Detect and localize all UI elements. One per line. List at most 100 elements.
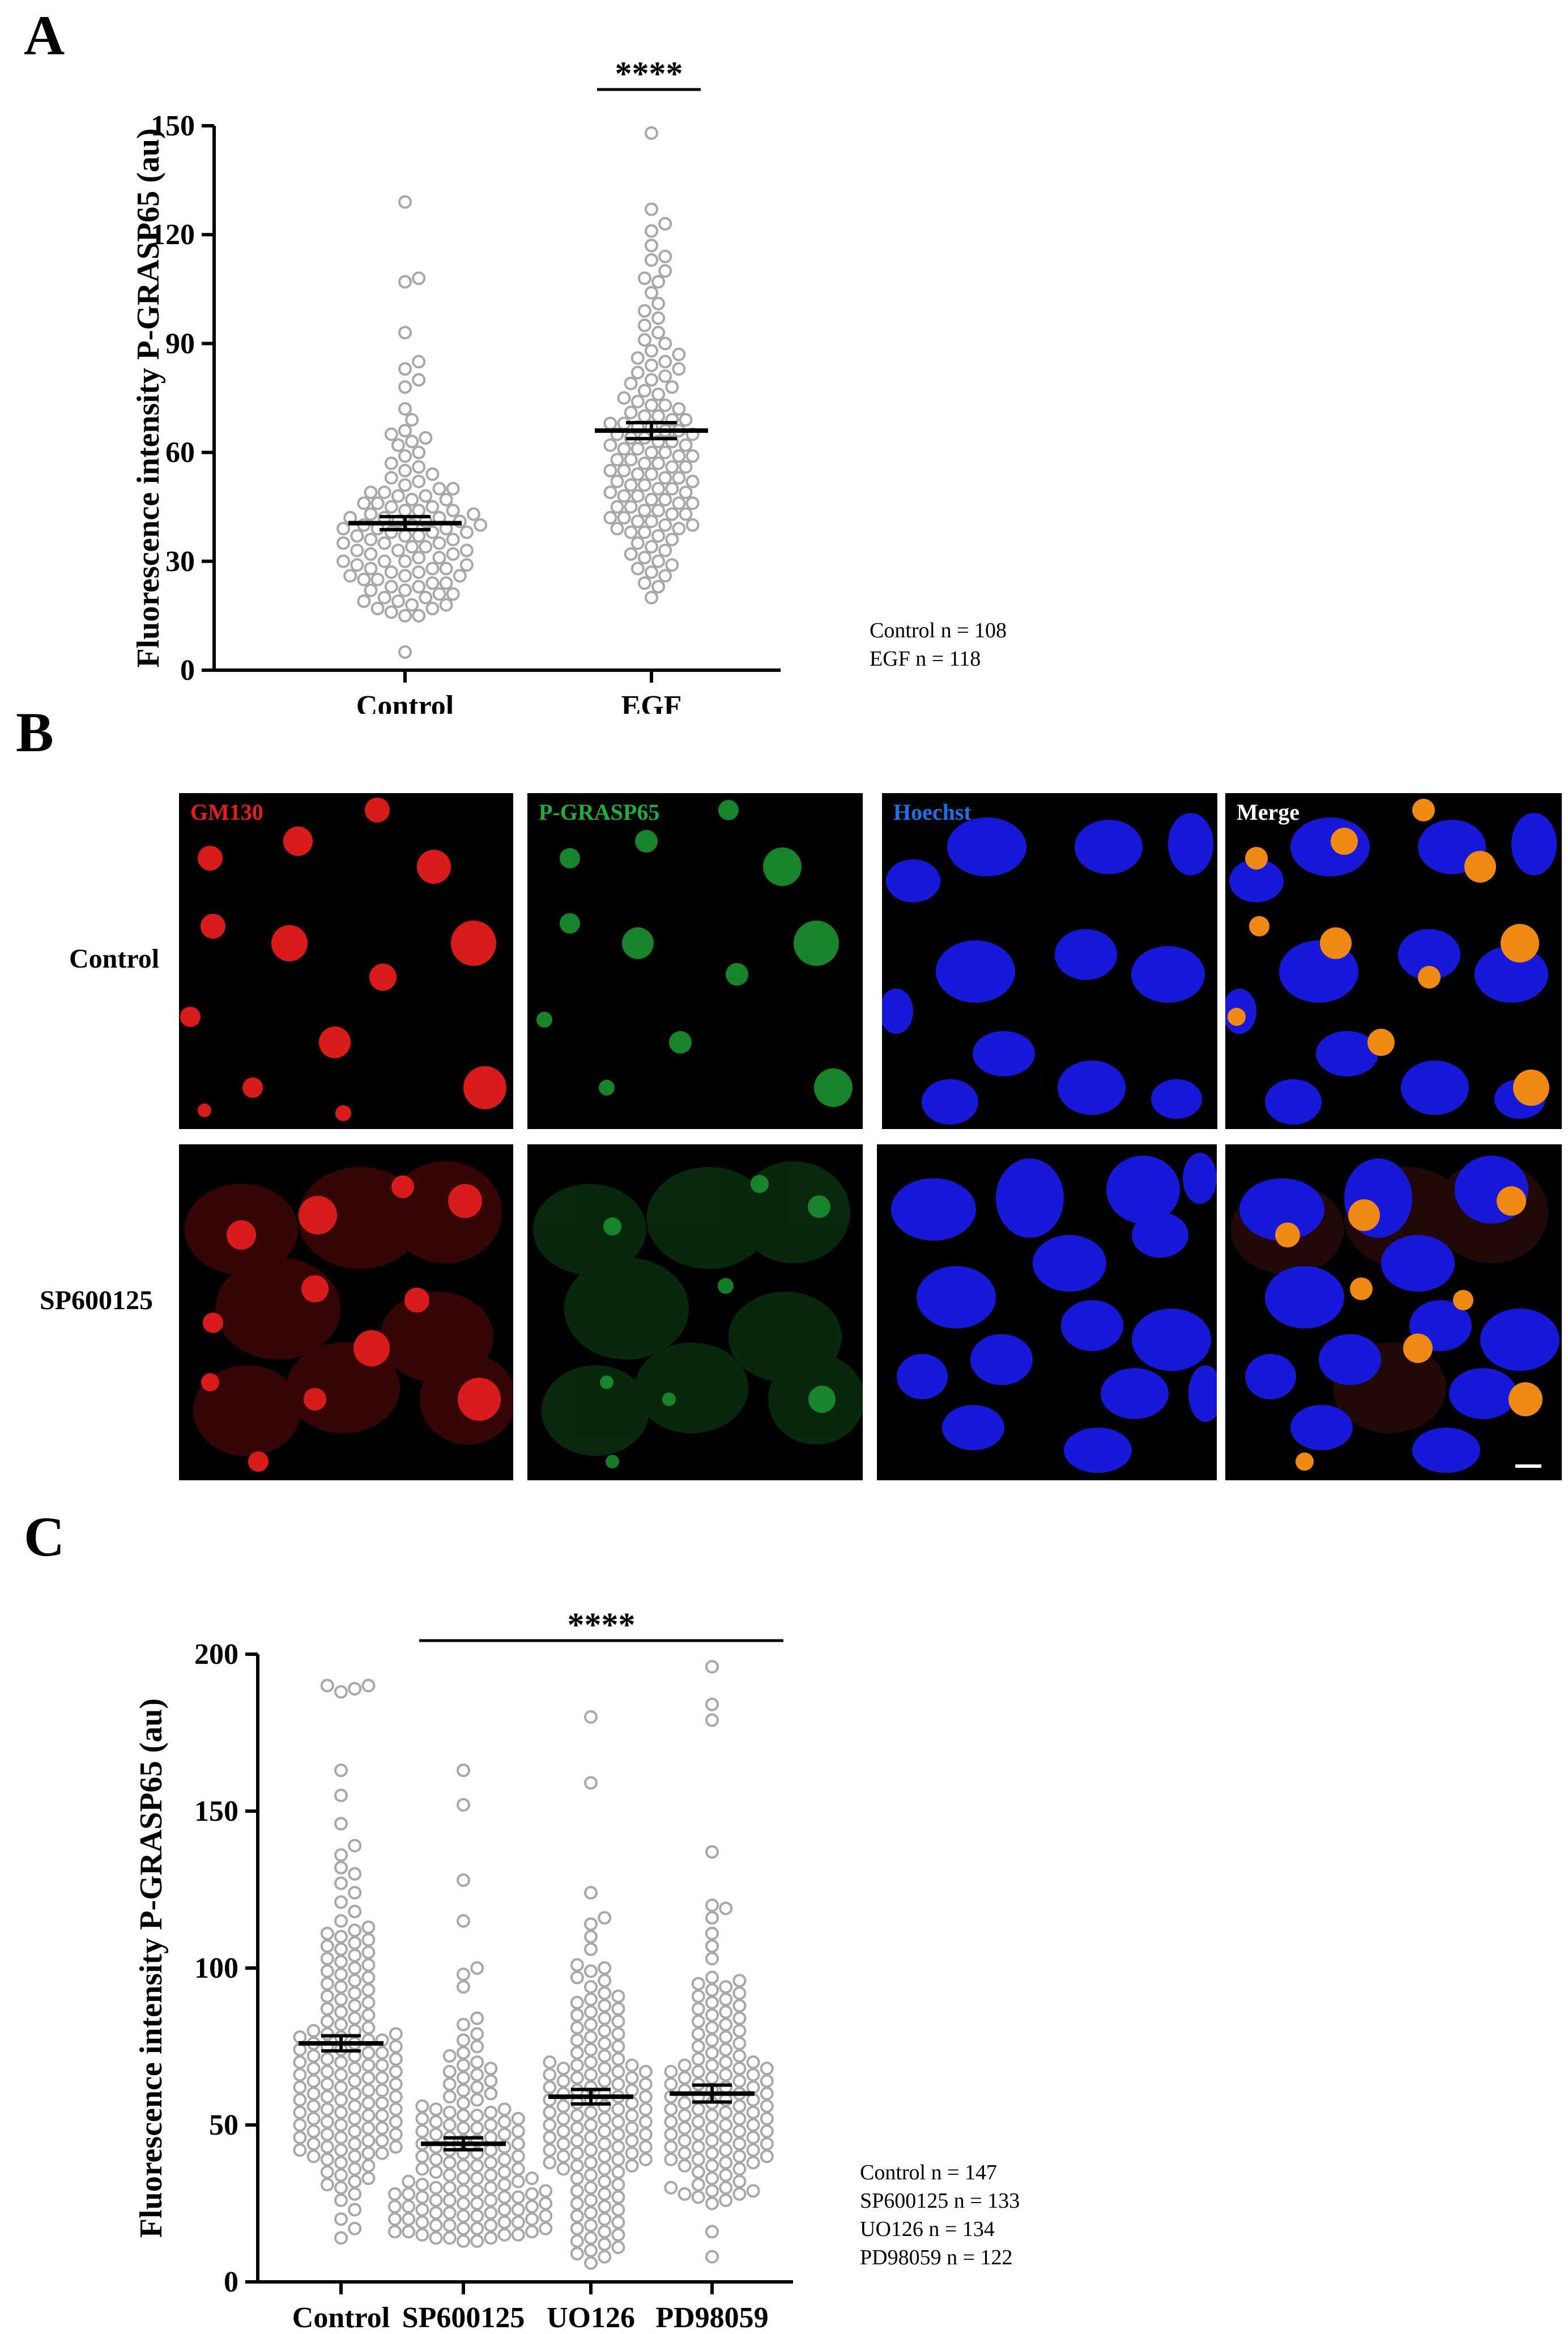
data-point	[691, 2052, 705, 2066]
data-point	[630, 442, 645, 456]
data-point	[611, 2215, 625, 2229]
data-point	[672, 471, 686, 485]
data-point	[361, 1920, 376, 1934]
data-point	[543, 2080, 557, 2094]
data-point	[610, 474, 624, 488]
data-point	[348, 1986, 362, 2000]
data-point	[570, 1995, 584, 2009]
data-point	[384, 525, 398, 539]
data-point	[617, 489, 631, 503]
data-point	[705, 2133, 719, 2148]
data-point	[457, 2209, 470, 2223]
data-point	[525, 2187, 539, 2201]
data-point	[405, 435, 419, 449]
data-point	[375, 2133, 389, 2148]
data-point	[306, 2086, 321, 2101]
data-point	[658, 445, 672, 459]
data-point	[598, 2200, 612, 2214]
data-point	[637, 409, 651, 423]
data-point	[570, 2146, 584, 2160]
column-label-gm130: GM130	[190, 799, 263, 825]
data-point	[377, 485, 391, 500]
data-point	[719, 2093, 733, 2107]
data-point	[389, 2077, 403, 2091]
data-point	[388, 2187, 402, 2201]
data-point	[334, 1992, 348, 2007]
data-point	[598, 2212, 612, 2226]
data-point	[584, 1886, 598, 1900]
data-point	[412, 355, 426, 369]
data-point	[658, 216, 672, 231]
data-point	[412, 271, 426, 286]
data-point	[511, 2203, 525, 2217]
data-point	[658, 398, 672, 412]
y-tick-label: 0	[180, 654, 195, 687]
data-point	[678, 2096, 692, 2110]
data-point	[470, 1961, 484, 1975]
data-point	[584, 2180, 598, 2195]
data-point	[415, 2203, 429, 2217]
data-point	[412, 445, 426, 459]
data-point	[570, 1970, 584, 1984]
data-point	[719, 1992, 733, 2007]
data-point	[664, 2127, 678, 2141]
data-point	[732, 2099, 747, 2113]
data-point	[320, 2102, 334, 2116]
data-point	[732, 2162, 747, 2176]
data-point	[625, 2071, 639, 2085]
data-point	[625, 2084, 639, 2098]
data-point	[334, 1914, 348, 1928]
data-point	[511, 2227, 525, 2242]
data-point	[375, 2084, 389, 2098]
data-point	[705, 1713, 719, 1727]
data-point	[543, 2118, 557, 2132]
y-tick-label: 90	[165, 327, 195, 360]
pgrasp65-sp600125-signal	[533, 1161, 863, 1468]
data-point	[651, 409, 666, 423]
data-point	[361, 2071, 376, 2085]
data-point	[705, 2196, 719, 2211]
data-point	[415, 2190, 429, 2204]
data-point	[625, 2146, 639, 2160]
data-point	[348, 1948, 362, 1962]
data-point	[760, 2111, 774, 2126]
data-point	[384, 605, 398, 619]
data-point	[470, 2011, 484, 2025]
data-point	[691, 2178, 705, 2192]
data-point	[405, 540, 419, 554]
data-point	[610, 522, 624, 536]
data-point	[398, 584, 412, 598]
data-point	[398, 478, 412, 492]
data-point	[511, 2124, 525, 2139]
data-point	[691, 2002, 705, 2016]
data-point	[398, 608, 412, 623]
data-point	[584, 2030, 598, 2044]
data-point	[625, 2121, 639, 2135]
data-point	[624, 376, 638, 390]
data-point	[425, 576, 440, 590]
data-point	[511, 2174, 525, 2188]
data-point	[364, 485, 378, 500]
data-point	[625, 2096, 639, 2110]
data-point	[584, 1917, 598, 1931]
data-point	[348, 2174, 362, 2188]
data-point	[388, 2200, 402, 2214]
data-point	[320, 2178, 334, 2192]
data-point	[705, 1952, 719, 1966]
data-point	[705, 1995, 719, 2009]
micrograph-pgrasp65-control: P-GRASP65	[527, 793, 863, 1129]
data-point	[402, 2187, 416, 2201]
data-point	[457, 2196, 470, 2211]
data-point	[556, 2074, 570, 2088]
data-point	[484, 2086, 498, 2101]
data-point	[645, 398, 658, 412]
data-point	[584, 2043, 598, 2057]
data-point	[389, 2115, 403, 2129]
data-point	[484, 2168, 498, 2182]
data-point	[664, 2115, 678, 2129]
n-label-c-2: UO126 n = 134	[860, 2217, 995, 2241]
data-point	[293, 2143, 307, 2157]
data-point	[457, 2171, 470, 2186]
data-point	[334, 2143, 348, 2157]
data-point	[658, 471, 672, 485]
